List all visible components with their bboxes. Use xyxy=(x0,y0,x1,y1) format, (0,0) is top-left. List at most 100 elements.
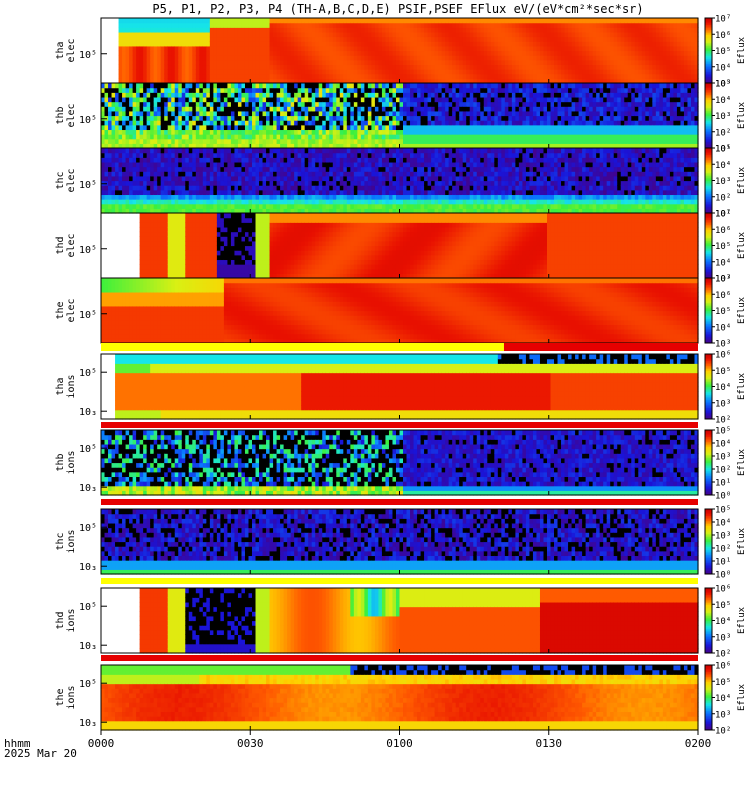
heatmap-cell xyxy=(347,27,351,32)
heatmap-cell xyxy=(628,46,632,51)
heatmap-cell xyxy=(192,51,196,56)
heatmap-cell xyxy=(540,60,544,65)
heatmap-cell xyxy=(575,64,579,69)
heatmap-cell xyxy=(414,41,418,46)
heatmap-cell xyxy=(206,27,210,32)
heatmap-cell xyxy=(252,23,256,28)
heatmap-cell xyxy=(536,60,540,65)
heatmap-cell xyxy=(558,18,562,23)
heatmap-cell xyxy=(157,27,161,32)
heatmap-cell xyxy=(540,32,544,37)
heatmap-cell xyxy=(568,32,572,37)
heatmap-cell xyxy=(407,64,411,69)
heatmap-cell xyxy=(456,37,460,42)
heatmap-cell xyxy=(263,55,267,60)
heatmap-cell xyxy=(189,55,193,60)
heatmap-cell xyxy=(400,23,404,28)
heatmap-cell xyxy=(389,18,393,23)
heatmap-cell xyxy=(291,18,295,23)
heatmap-cell xyxy=(220,41,224,46)
heatmap-cell xyxy=(192,23,196,28)
heatmap-cell xyxy=(224,46,228,51)
heatmap-cell xyxy=(368,23,372,28)
heatmap-cell xyxy=(231,27,235,32)
heatmap-cell xyxy=(336,55,340,60)
heatmap-cell xyxy=(396,51,400,56)
heatmap-cell xyxy=(463,69,467,74)
heatmap-cell xyxy=(484,32,488,37)
heatmap-cell xyxy=(498,27,502,32)
heatmap-cell xyxy=(628,32,632,37)
heatmap-cell xyxy=(252,64,256,69)
heatmap-cell xyxy=(256,23,260,28)
heatmap-cell xyxy=(266,37,270,42)
heatmap-cell xyxy=(220,46,224,51)
heatmap-cell xyxy=(238,51,242,56)
heatmap-cell xyxy=(136,18,140,23)
heatmap-cell xyxy=(203,37,207,42)
heatmap-cell xyxy=(280,60,284,65)
heatmap-cell xyxy=(164,69,168,74)
heatmap-cell xyxy=(301,69,305,74)
heatmap-cell xyxy=(491,23,495,28)
heatmap-cell xyxy=(182,51,186,56)
heatmap-cell xyxy=(568,64,572,69)
heatmap-cell xyxy=(582,18,586,23)
heatmap-cell xyxy=(245,46,249,51)
heatmap-cell xyxy=(558,23,562,28)
heatmap-cell xyxy=(540,74,544,79)
heatmap-cell xyxy=(600,41,604,46)
heatmap-cell xyxy=(392,23,396,28)
heatmap-cell xyxy=(140,64,144,69)
heatmap-cell xyxy=(410,32,414,37)
heatmap-cell xyxy=(533,74,537,79)
heatmap-cell xyxy=(614,18,618,23)
heatmap-cell xyxy=(417,74,421,79)
heatmap-cell xyxy=(449,32,453,37)
heatmap-cell xyxy=(575,41,579,46)
heatmap-cell xyxy=(438,18,442,23)
heatmap-cell xyxy=(245,37,249,42)
heatmap-cell xyxy=(477,69,481,74)
heatmap-cell xyxy=(649,18,653,23)
heatmap-cell xyxy=(579,18,583,23)
heatmap-cell xyxy=(403,37,407,42)
heatmap-cell xyxy=(424,32,428,37)
heatmap-cell xyxy=(129,60,133,65)
heatmap-cell xyxy=(350,51,354,56)
heatmap-cell xyxy=(136,32,140,37)
heatmap-cell xyxy=(533,64,537,69)
heatmap-cell xyxy=(385,74,389,79)
heatmap-cell xyxy=(375,51,379,56)
heatmap-cell xyxy=(280,23,284,28)
heatmap-cell xyxy=(389,41,393,46)
heatmap-cell xyxy=(175,18,179,23)
heatmap-cell xyxy=(400,18,404,23)
heatmap-cell xyxy=(161,60,165,65)
heatmap-cell xyxy=(600,51,604,56)
heatmap-cell xyxy=(385,46,389,51)
heatmap-cell xyxy=(140,55,144,60)
heatmap-cell xyxy=(435,69,439,74)
heatmap-cell xyxy=(558,74,562,79)
heatmap-cell xyxy=(364,18,368,23)
heatmap-cell xyxy=(157,37,161,42)
heatmap-cell xyxy=(449,18,453,23)
heatmap-cell xyxy=(378,60,382,65)
heatmap-cell xyxy=(449,37,453,42)
heatmap-cell xyxy=(182,46,186,51)
heatmap-cell xyxy=(477,60,481,65)
heatmap-cell xyxy=(252,74,256,79)
heatmap-cell xyxy=(305,55,309,60)
heatmap-cell xyxy=(392,18,396,23)
heatmap-cell xyxy=(596,27,600,32)
heatmap-cell xyxy=(621,64,625,69)
heatmap-cell xyxy=(347,64,351,69)
heatmap-cell xyxy=(382,32,386,37)
heatmap-cell xyxy=(568,41,572,46)
heatmap-cell xyxy=(551,23,555,28)
heatmap-cell xyxy=(256,46,260,51)
heatmap-cell xyxy=(635,27,639,32)
heatmap-cell xyxy=(624,18,628,23)
heatmap-cell xyxy=(414,74,418,79)
